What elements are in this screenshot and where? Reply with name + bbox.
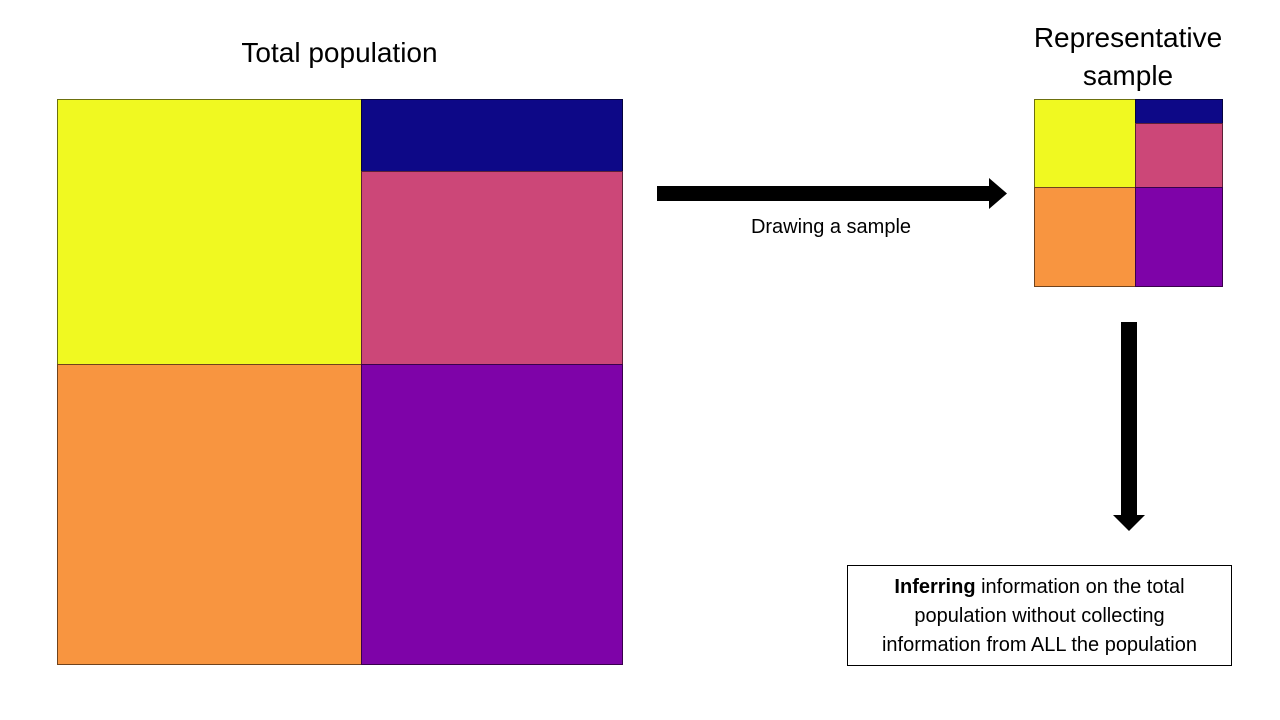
population-block-orange xyxy=(57,364,362,665)
sample-title-line-1: Representative xyxy=(1033,22,1223,53)
drawing-sample-caption: Drawing a sample xyxy=(750,216,912,238)
sample-block-orange xyxy=(1034,187,1136,287)
sample-block-purple xyxy=(1135,187,1223,287)
right-arrow-icon xyxy=(657,178,1007,209)
sample-title: Representative sample xyxy=(1000,19,1256,95)
inference-line-1: Inferring information on the total xyxy=(848,573,1231,602)
sample-block-pink xyxy=(1135,123,1223,188)
population-block-pink xyxy=(361,171,623,365)
inference-line-1-rest: information on the total xyxy=(975,576,1185,598)
sample-title-line-2: sample xyxy=(1082,60,1174,91)
down-arrow-icon xyxy=(1113,322,1145,531)
inference-line-3: information from ALL the population xyxy=(881,634,1197,656)
inference-textbox: Inferring information on the total popul… xyxy=(847,565,1232,666)
inference-bold-word: Inferring xyxy=(894,576,976,598)
population-title: Total population xyxy=(241,37,438,68)
sample-block-yellow xyxy=(1034,99,1136,188)
population-block-yellow xyxy=(57,99,362,365)
inference-line-2: population without collecting xyxy=(914,605,1165,627)
population-block-purple xyxy=(361,364,623,665)
